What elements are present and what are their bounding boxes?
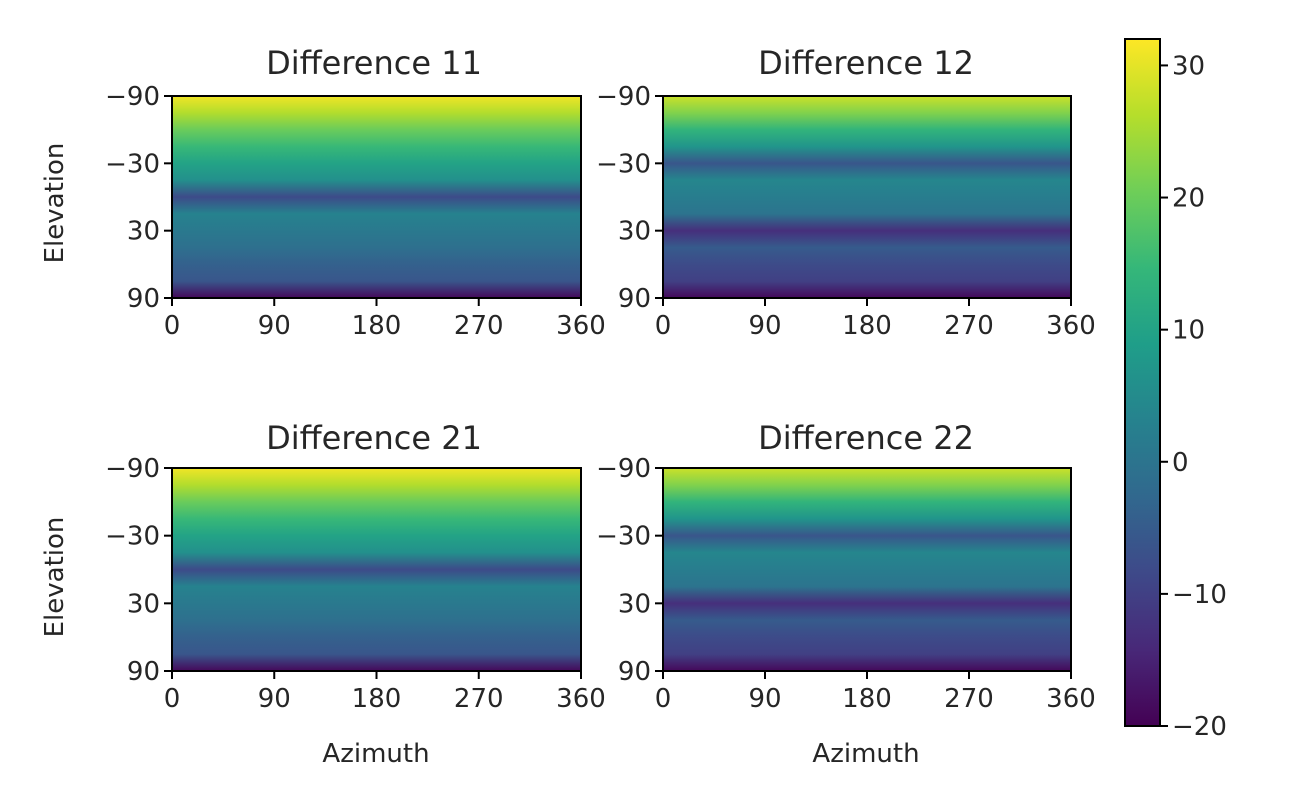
panel-title: Difference 21 bbox=[266, 419, 482, 457]
x-tick-label: 180 bbox=[352, 311, 402, 341]
x-tick-label: 0 bbox=[164, 311, 181, 341]
colorbar-tick-label: −20 bbox=[1172, 712, 1227, 742]
x-tick-label: 270 bbox=[944, 311, 994, 341]
x-tick-label: 0 bbox=[164, 684, 181, 714]
y-tick-label: −30 bbox=[596, 149, 651, 179]
y-tick-label: 30 bbox=[127, 217, 160, 247]
y-tick-label: 30 bbox=[618, 589, 651, 619]
colorbar-tick-label: 10 bbox=[1172, 316, 1205, 346]
colorbar-ticks: −20 −10 0 10 20 30 bbox=[1160, 51, 1227, 742]
x-tick-label: 90 bbox=[748, 311, 781, 341]
y-tick-label: −30 bbox=[596, 522, 651, 552]
x-tick-label: 180 bbox=[352, 684, 402, 714]
y-tick-label: −90 bbox=[596, 454, 651, 484]
heatmap-image bbox=[172, 468, 581, 671]
y-tick-label: 30 bbox=[618, 217, 651, 247]
y-tick-label: 30 bbox=[127, 589, 160, 619]
colorbar-tick-label: 0 bbox=[1172, 448, 1189, 478]
panel-title: Difference 12 bbox=[758, 44, 974, 82]
heatmap-image bbox=[663, 96, 1071, 298]
y-tick-label: −30 bbox=[105, 522, 160, 552]
y-axis-label: Elevation bbox=[40, 143, 70, 264]
x-axis-ticks: 0 90 180 270 360 bbox=[655, 298, 1096, 341]
colorbar: −20 −10 0 10 20 30 bbox=[1124, 38, 1227, 742]
colorbar-tick-label: −10 bbox=[1172, 580, 1227, 610]
y-tick-label: 90 bbox=[618, 657, 651, 687]
y-tick-label: −90 bbox=[105, 454, 160, 484]
y-tick-label: −30 bbox=[105, 149, 160, 179]
y-axis-ticks: −90 −30 30 90 bbox=[105, 82, 172, 314]
colorbar-tick-label: 20 bbox=[1172, 184, 1205, 214]
x-tick-label: 360 bbox=[1046, 311, 1096, 341]
x-tick-label: 90 bbox=[748, 684, 781, 714]
heatmap-image bbox=[172, 96, 581, 298]
y-tick-label: −90 bbox=[596, 82, 651, 112]
x-tick-label: 270 bbox=[454, 311, 504, 341]
colorbar-gradient bbox=[1125, 39, 1160, 726]
x-axis-label: Azimuth bbox=[322, 739, 429, 769]
x-tick-label: 0 bbox=[655, 684, 672, 714]
y-axis-ticks: −90 −30 30 90 bbox=[596, 82, 663, 314]
y-tick-label: 90 bbox=[127, 657, 160, 687]
panel-title: Difference 11 bbox=[266, 44, 482, 82]
y-tick-label: −90 bbox=[105, 82, 160, 112]
x-tick-label: 270 bbox=[454, 684, 504, 714]
colorbar-frame bbox=[1124, 38, 1161, 727]
x-axis-ticks: 0 90 180 270 360 bbox=[655, 671, 1096, 714]
y-axis-ticks: −90 −30 30 90 bbox=[105, 454, 172, 687]
x-tick-label: 360 bbox=[556, 311, 606, 341]
y-axis-ticks: −90 −30 30 90 bbox=[596, 454, 663, 687]
x-tick-label: 360 bbox=[1046, 684, 1096, 714]
heatmap-image bbox=[663, 468, 1071, 671]
x-axis-label: Azimuth bbox=[812, 739, 919, 769]
x-tick-label: 180 bbox=[842, 311, 892, 341]
colorbar-tick-label: 30 bbox=[1172, 51, 1205, 81]
x-tick-label: 360 bbox=[556, 684, 606, 714]
x-tick-label: 270 bbox=[944, 684, 994, 714]
y-tick-label: 90 bbox=[618, 284, 651, 314]
x-tick-label: 0 bbox=[655, 311, 672, 341]
x-axis-ticks: 0 90 180 270 360 bbox=[164, 671, 606, 714]
x-tick-label: 90 bbox=[258, 684, 291, 714]
y-axis-label: Elevation bbox=[40, 517, 70, 638]
y-tick-label: 90 bbox=[127, 284, 160, 314]
panel-title: Difference 22 bbox=[758, 419, 974, 457]
x-tick-label: 90 bbox=[258, 311, 291, 341]
x-tick-label: 180 bbox=[842, 684, 892, 714]
x-axis-ticks: 0 90 180 270 360 bbox=[164, 298, 606, 341]
